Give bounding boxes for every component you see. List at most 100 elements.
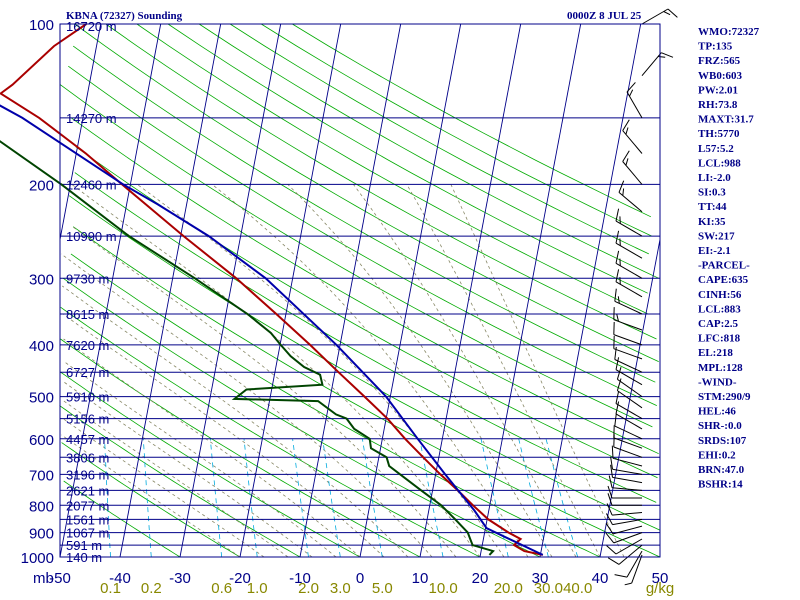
wind-barb-feather (667, 8, 678, 18)
height-label: 8615 m (66, 307, 109, 322)
dry-adiabat (167, 23, 648, 294)
sounding-traces (0, 23, 544, 556)
isotherm (419, 23, 522, 558)
sounding-time: 0000Z 8 JUL 25 (567, 10, 642, 22)
mixing-ratio-line (322, 438, 341, 558)
pressure-unit-label: mb (33, 570, 54, 587)
wind-barb (618, 180, 643, 213)
mixing-ratio-label: 40.0 (563, 580, 592, 597)
wind-barb (615, 391, 643, 420)
mixing-ratio-line (243, 438, 258, 558)
wind-barb-feather (610, 464, 613, 478)
wind-barb-staff (617, 390, 643, 409)
wind-barb-feather (614, 288, 617, 302)
moist-adiabat (63, 381, 313, 558)
pressure-label: 1000 (21, 550, 54, 567)
height-label: 7620 m (66, 338, 109, 353)
index-line: EHI:0.2 (698, 449, 736, 461)
wind-barb (613, 321, 643, 346)
wind-barb-feather (616, 367, 622, 380)
index-line: HEL:46 (698, 406, 736, 418)
height-label: 10990 m (66, 229, 117, 244)
pressure-label: 600 (29, 432, 54, 449)
index-line: KI:35 (698, 216, 726, 228)
wind-barb-feather (615, 230, 620, 244)
isotherm (539, 23, 642, 558)
moist-adiabat (62, 313, 385, 558)
temperature-label: -50 (49, 570, 71, 587)
isotherm (119, 23, 222, 558)
wind-barb-staff (615, 403, 643, 420)
wind-barb (615, 230, 643, 259)
wind-barb (615, 401, 643, 430)
mixing-ratio-label: 2.0 (298, 580, 319, 597)
dry-adiabat (105, 23, 657, 340)
index-line: -WIND- (698, 376, 737, 388)
dry-adiabat (70, 253, 601, 558)
wind-barb (607, 485, 642, 499)
dry-adiabat (292, 23, 652, 218)
pressure-label: 900 (29, 526, 54, 543)
mixing-ratio-unit: g/kg (646, 580, 674, 597)
dry-adiabat (72, 45, 656, 383)
moist-adiabat (450, 184, 625, 558)
height-label: 5156 m (66, 412, 109, 427)
index-line: FRZ:565 (698, 55, 741, 67)
wind-barb (606, 503, 643, 516)
index-line: SI:0.3 (698, 187, 726, 199)
mixing-ratio-line (292, 438, 309, 558)
dry-adiabat (260, 23, 652, 237)
wind-barb-feather (622, 188, 625, 196)
wind-barb-feather (615, 250, 620, 264)
stability-indices-panel: WMO:72327 TP:135 FRZ:565 WB0:603 PW:2.01 RH:7… (698, 26, 760, 491)
wind-barb-feather (615, 208, 620, 222)
index-line: WB0:603 (698, 70, 743, 82)
height-label: 9730 m (66, 271, 109, 286)
wind-barb-staff (614, 359, 643, 373)
wind-barb-feather (658, 56, 666, 58)
wind-barb (622, 119, 643, 154)
index-line: CAP:2.5 (698, 318, 739, 330)
wind-barb-feather (616, 378, 622, 391)
wind-barb-feather (661, 52, 674, 58)
wind-barb-feather (614, 413, 617, 427)
pressure-label: 700 (29, 467, 54, 484)
mixing-ratio-label: 1.0 (247, 580, 268, 597)
wind-barb-feather (606, 545, 617, 555)
moist-adiabat (61, 285, 409, 558)
wind-barb (606, 538, 643, 555)
pressure-label: 200 (29, 177, 54, 194)
height-label: 2621 m (66, 483, 109, 498)
wind-barb-feather (607, 485, 613, 499)
index-line: CINH:56 (698, 289, 742, 301)
wind-barb-staff (613, 532, 643, 544)
height-label: 16720 m (66, 19, 117, 34)
index-line: LFC:818 (698, 333, 741, 345)
dry-adiabat (61, 442, 241, 558)
wind-barb-staff (631, 554, 643, 584)
mixing-ratio-label: 20.0 (494, 580, 523, 597)
mixing-ratio-lines (104, 438, 579, 558)
wind-barb-staff (613, 319, 643, 331)
temperature-label: 30 (532, 570, 549, 587)
wind-barb (605, 523, 643, 535)
pressure-label: 500 (29, 390, 54, 407)
dry-adiabat (74, 23, 659, 362)
index-line: MAXT:31.7 (698, 114, 754, 126)
wind-barb-staff (622, 130, 643, 154)
wind-barb-staff (615, 538, 643, 555)
height-label: 6727 m (66, 365, 109, 380)
isotherm (179, 23, 282, 558)
wind-barb-feather (614, 574, 628, 578)
wind-barb (614, 413, 643, 440)
mixing-ratio-line (104, 438, 111, 558)
wind-barb-feather (607, 557, 620, 565)
wind-barb (613, 307, 643, 331)
height-label: 12460 m (66, 177, 117, 192)
wind-barb-staff (615, 413, 643, 430)
wind-barb-feather (625, 127, 629, 135)
wind-barb (607, 493, 642, 506)
index-line: STM:290/9 (698, 391, 751, 403)
wind-barb (605, 532, 643, 544)
